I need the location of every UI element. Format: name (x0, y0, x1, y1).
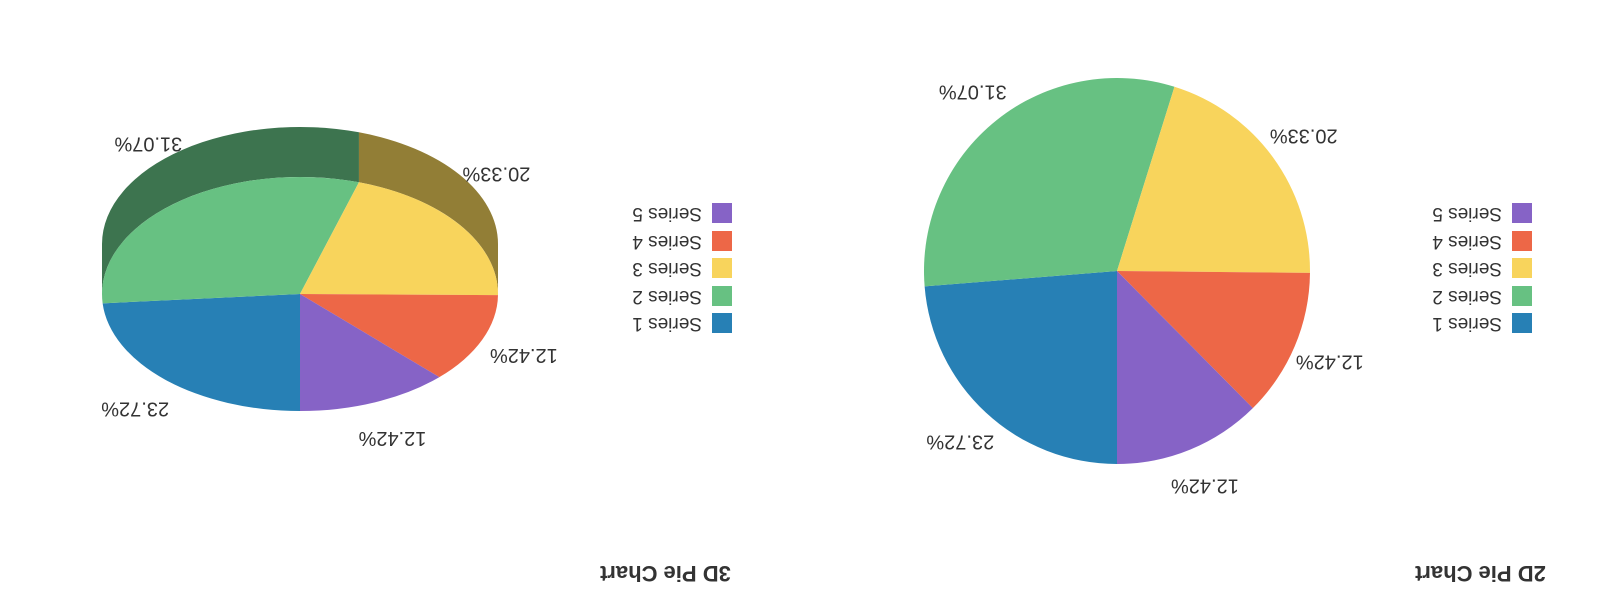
legend-3d: Series 1 Series 2 Series 3 Series 4 Series 5 (632, 200, 732, 338)
legend-label: Series 4 (1432, 230, 1502, 252)
legend-label: Series 3 (632, 258, 702, 280)
legend-label: Series 2 (632, 285, 702, 307)
2d-legend-item-series-2[interactable]: Series 2 (1432, 282, 1532, 310)
3d-legend-item-series-2[interactable]: Series 2 (632, 282, 732, 310)
legend-swatch (1512, 230, 1532, 251)
legend-2d: Series 1 Series 2 Series 3 Series 4 Series 5 (1432, 200, 1532, 338)
2d-slice-label-series-3: 20.33% (1270, 125, 1338, 147)
legend-swatch (712, 230, 732, 251)
legend-label: Series 1 (1432, 313, 1502, 335)
legend-swatch (712, 285, 732, 306)
2d-legend-item-series-4[interactable]: Series 4 (1432, 227, 1532, 255)
legend-swatch (1512, 203, 1532, 224)
legend-label: Series 1 (632, 313, 702, 335)
legend-label: Series 5 (632, 203, 702, 225)
chart-title-3d: 3D Pie Chart (600, 561, 731, 586)
2d-legend-item-series-1[interactable]: Series 1 (1432, 310, 1532, 338)
3d-slice-label-series-4: 12.42% (490, 344, 558, 366)
3d-slice-label-series-5: 12.42% (358, 427, 426, 449)
3d-side-series-3 (358, 132, 498, 294)
3d-legend-item-series-5[interactable]: Series 5 (632, 200, 732, 228)
legend-swatch (712, 258, 732, 279)
3d-slice-series-2[interactable] (102, 177, 359, 304)
legend-swatch (1512, 258, 1532, 279)
2d-slice-series-1[interactable] (924, 271, 1117, 464)
3d-legend-item-series-4[interactable]: Series 4 (632, 227, 732, 255)
3d-slice-label-series-3: 20.33% (462, 162, 530, 184)
3d-side-series-2 (102, 126, 359, 294)
legend-label: Series 2 (1432, 285, 1502, 307)
3d-slice-series-5[interactable] (300, 294, 440, 411)
2d-slice-series-2[interactable] (924, 78, 1175, 287)
legend-label: Series 3 (1432, 258, 1502, 280)
2d-slice-series-4[interactable] (1117, 271, 1310, 409)
3d-legend-item-series-1[interactable]: Series 1 (632, 310, 732, 338)
3d-slice-series-4[interactable] (300, 294, 498, 378)
chart-title-2d: 2D Pie Chart (1415, 561, 1546, 586)
3d-slice-series-3[interactable] (300, 182, 499, 296)
3d-slice-series-1[interactable] (102, 294, 300, 411)
legend-swatch (1512, 285, 1532, 306)
legend-swatch (1512, 313, 1532, 334)
legend-label: Series 5 (1432, 203, 1502, 225)
2d-slice-series-3[interactable] (1117, 86, 1310, 273)
3d-legend-item-series-3[interactable]: Series 3 (632, 255, 732, 283)
2d-slice-series-5[interactable] (1117, 271, 1253, 464)
pie-chart-3d: 23.72% 31.07% 20.33% 12.42% 12.42% (101, 126, 558, 449)
2d-slice-label-series-1: 23.72% (926, 430, 994, 452)
3d-slice-label-series-1: 23.72% (101, 398, 169, 420)
legend-swatch (712, 313, 732, 334)
2d-slice-label-series-4: 12.42% (1296, 351, 1364, 373)
2d-slice-label-series-2: 31.07% (939, 80, 1007, 102)
pie-chart-2d: 23.72% 31.07% 20.33% 12.42% 12.42% (924, 78, 1364, 496)
legend-label: Series 4 (632, 230, 702, 252)
legend-swatch (712, 203, 732, 224)
3d-slice-label-series-2: 31.07% (114, 133, 182, 155)
2d-slice-label-series-5: 12.42% (1171, 474, 1239, 496)
2d-legend-item-series-5[interactable]: Series 5 (1432, 200, 1532, 228)
2d-legend-item-series-3[interactable]: Series 3 (1432, 255, 1532, 283)
